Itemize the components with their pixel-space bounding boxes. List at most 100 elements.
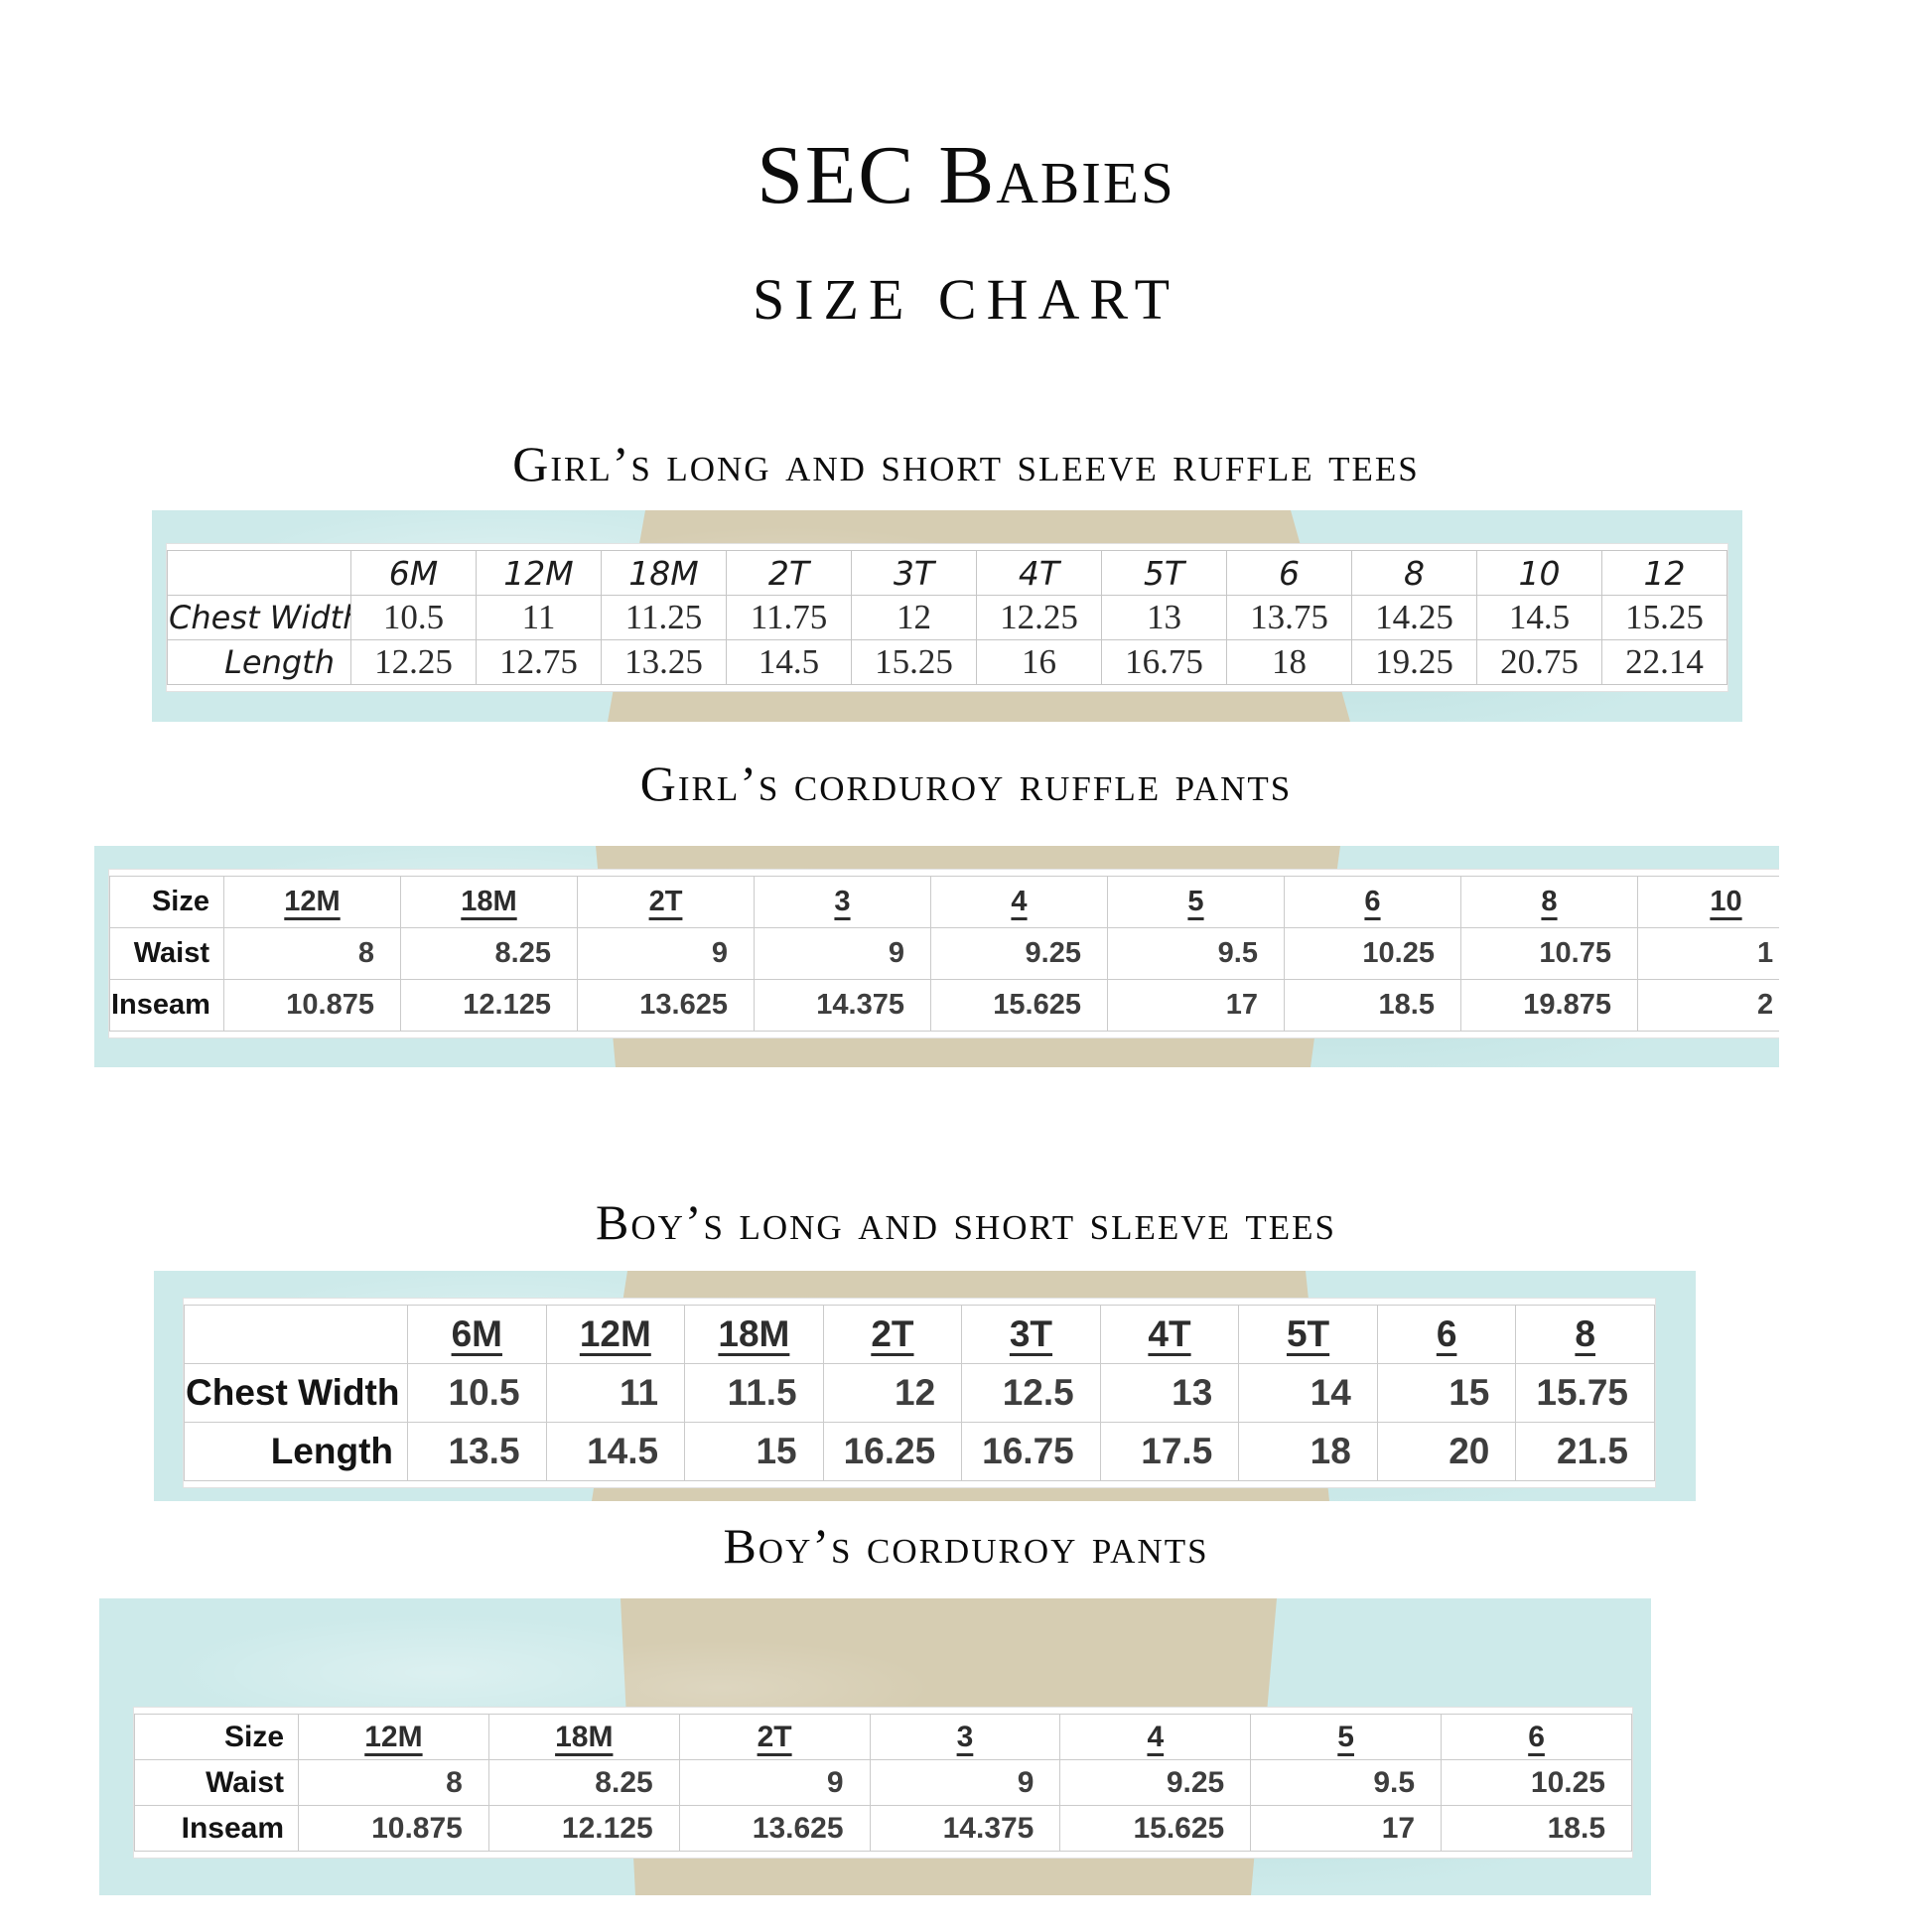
column-header: 18M	[684, 1305, 824, 1364]
size-value: 12.25	[350, 639, 477, 685]
row-label: Inseam	[109, 979, 224, 1032]
header-row: 6M 12M 18M 2T 3T 4T 5T 6 8	[184, 1305, 1655, 1364]
size-value: 17	[1107, 979, 1285, 1032]
size-value: 14.25	[1351, 595, 1477, 640]
column-header: 6	[1284, 876, 1461, 928]
column-header: 4T	[976, 550, 1102, 596]
section-heading-boys-tees: Boy’s long and short sleeve tees	[595, 1194, 1337, 1250]
size-value: 1	[1637, 927, 1779, 980]
size-value: 15	[684, 1422, 824, 1481]
column-header: 6	[1441, 1714, 1632, 1760]
size-value: 9	[678, 1759, 871, 1806]
size-table-boys-tees: 6M 12M 18M 2T 3T 4T 5T 6 8 Chest Width 10.5 11 11.5 1…	[184, 1305, 1655, 1481]
row-label: Length	[167, 639, 351, 685]
size-value: 16.75	[1101, 639, 1227, 685]
size-value: 13	[1099, 1363, 1240, 1423]
size-value: 9	[577, 927, 755, 980]
size-value: 10.25	[1284, 927, 1461, 980]
size-value: 12.5	[961, 1363, 1101, 1423]
size-value: 14.5	[726, 639, 852, 685]
section-heading-boys-pants: Boy’s corduroy pants	[723, 1518, 1209, 1574]
column-header: 5T	[1101, 550, 1227, 596]
row-label: Inseam	[134, 1805, 299, 1852]
size-value: 12.25	[976, 595, 1102, 640]
size-value: 8.25	[400, 927, 578, 980]
size-value: 10.875	[298, 1805, 489, 1852]
size-value: 13.5	[407, 1422, 547, 1481]
band-girls-pants: Size 12M 18M 2T 3 4 5 6 8 10 Waist 8 8.25 9 9 9.25 9.5 10…	[94, 846, 1779, 1067]
page-title: SEC Babies	[757, 129, 1175, 221]
size-value: 17	[1250, 1805, 1443, 1852]
header-row: 6M 12M 18M 2T 3T 4T 5T 6 8 10 12	[167, 550, 1727, 596]
column-header: 2T	[822, 1305, 963, 1364]
size-value: 15.25	[1601, 595, 1727, 640]
size-value: 14	[1238, 1363, 1378, 1423]
sheet-girls-pants: Size 12M 18M 2T 3 4 5 6 8 10 Waist 8 8.25 9 9 9.25 9.5 10…	[109, 870, 1779, 1037]
size-value: 18	[1226, 639, 1352, 685]
size-value: 10.5	[350, 595, 477, 640]
row-label: Waist	[109, 927, 224, 980]
section-heading-girls-pants: Girl’s corduroy ruffle pants	[639, 756, 1293, 811]
column-header: 18M	[400, 876, 578, 928]
column-header: 10	[1637, 876, 1779, 928]
size-value: 10.25	[1441, 1759, 1632, 1806]
size-value: 9	[754, 927, 931, 980]
size-value: 11.5	[684, 1363, 824, 1423]
corner-cell: Size	[109, 876, 224, 928]
column-header: 6M	[350, 550, 477, 596]
size-value: 9.25	[930, 927, 1108, 980]
size-value: 12.125	[487, 1805, 680, 1852]
column-header: 3	[869, 1714, 1061, 1760]
table-row: Inseam 10.875 12.125 13.625 14.375 15.625 17 18…	[134, 1805, 1632, 1852]
size-value: 19.875	[1460, 979, 1638, 1032]
size-value: 15.625	[1059, 1805, 1252, 1852]
column-header: 4	[1059, 1714, 1252, 1760]
column-header: 6	[1376, 1305, 1517, 1364]
column-header: 3T	[961, 1305, 1101, 1364]
size-value: 11.75	[726, 595, 852, 640]
column-header: 4T	[1099, 1305, 1240, 1364]
size-value: 15	[1376, 1363, 1517, 1423]
size-value: 18.5	[1284, 979, 1461, 1032]
row-label: Chest Width	[184, 1363, 408, 1423]
size-value: 13.75	[1226, 595, 1352, 640]
sheet-girls-tees: 6M 12M 18M 2T 3T 4T 5T 6 8 10 12 Chest Width 10.5 11 1…	[167, 544, 1727, 691]
section-heading-girls-tees: Girl’s long and short sleeve ruffle tees	[512, 436, 1420, 491]
band-boys-pants: Size 12M 18M 2T 3 4 5 6 Waist 8 8.25 9 9 9.25 9.5 10.25…	[99, 1598, 1651, 1895]
column-header: 2T	[726, 550, 852, 596]
size-value: 12.125	[400, 979, 578, 1032]
column-header: 12M	[223, 876, 401, 928]
column-header: 3	[754, 876, 931, 928]
column-header: 3T	[851, 550, 977, 596]
size-value: 8	[223, 927, 401, 980]
table-row: Inseam 10.875 12.125 13.625 14.375 15.625 17 18…	[109, 979, 1779, 1032]
size-value: 15.75	[1515, 1363, 1655, 1423]
size-value: 14.375	[869, 1805, 1061, 1852]
table-row: Waist 8 8.25 9 9 9.25 9.5 10.25	[134, 1759, 1632, 1806]
column-header: 12	[1601, 550, 1727, 596]
corner-cell	[167, 550, 351, 596]
table-row: Chest Width 10.5 11 11.5 12 12.5 13 14 15 15.75	[184, 1363, 1655, 1423]
row-label: Chest Width	[167, 595, 351, 640]
size-value: 14.375	[754, 979, 931, 1032]
size-value: 11	[476, 595, 602, 640]
size-value: 14.5	[1476, 595, 1602, 640]
size-value: 8	[298, 1759, 489, 1806]
band-girls-tees: 6M 12M 18M 2T 3T 4T 5T 6 8 10 12 Chest Width 10.5 11 1…	[152, 510, 1742, 722]
size-value: 13.625	[577, 979, 755, 1032]
size-value: 16.75	[961, 1422, 1101, 1481]
column-header: 8	[1515, 1305, 1655, 1364]
size-value: 14.5	[545, 1422, 686, 1481]
size-value: 9.25	[1059, 1759, 1252, 1806]
size-table-girls-tees: 6M 12M 18M 2T 3T 4T 5T 6 8 10 12 Chest Width 10.5 11 1…	[167, 550, 1727, 685]
size-value: 12	[851, 595, 977, 640]
column-header: 5	[1107, 876, 1285, 928]
row-label: Length	[184, 1422, 408, 1481]
size-table-girls-pants: Size 12M 18M 2T 3 4 5 6 8 10 Waist 8 8.25 9 9 9.25 9.5 10…	[109, 876, 1779, 1032]
size-value: 9.5	[1107, 927, 1285, 980]
size-value: 13.625	[678, 1805, 871, 1852]
size-value: 9	[869, 1759, 1061, 1806]
size-value: 10.5	[407, 1363, 547, 1423]
size-value: 12.75	[476, 639, 602, 685]
